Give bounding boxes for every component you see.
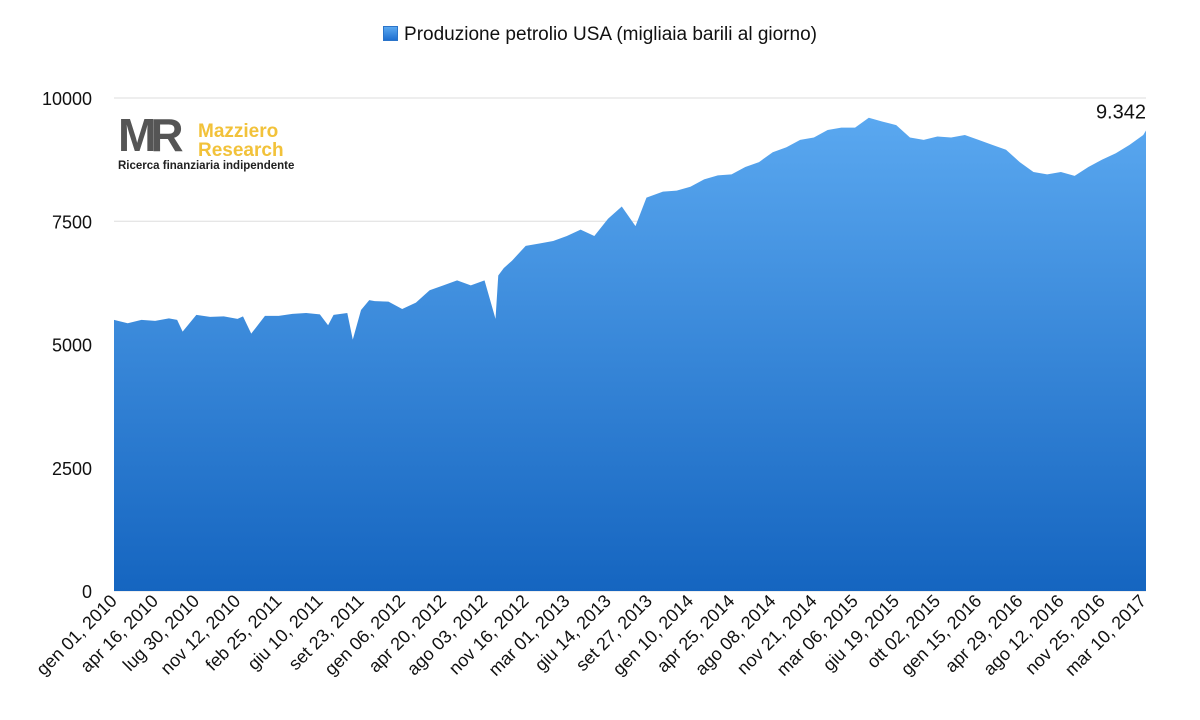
logo-name: Mazziero Research [198, 122, 284, 160]
area-series [114, 117, 1146, 591]
y-tick-label: 10000 [42, 89, 92, 109]
y-tick-label: 2500 [52, 459, 92, 479]
logo-tagline: Ricerca finanziaria indipendente [118, 160, 295, 172]
data-labels: 9.342 [1096, 101, 1146, 123]
legend-swatch [383, 26, 399, 41]
legend: Produzione petrolio USA (migliaia barili… [0, 24, 1200, 46]
area-series-path [114, 117, 1146, 591]
y-tick-label: 5000 [52, 336, 92, 356]
legend-label: Produzione petrolio USA (migliaia barili… [404, 24, 817, 45]
last-value-label: 9.342 [1096, 101, 1146, 123]
logo-mark: MR [118, 109, 184, 161]
logo-name-line2: Research [198, 140, 284, 161]
y-tick-label: 0 [82, 582, 92, 602]
brand-logo: MR Mazziero Research Ricerca finanziaria… [118, 112, 308, 178]
y-tick-label: 7500 [52, 212, 92, 232]
y-axis: 0 2500 5000 7500 10000 [42, 89, 92, 602]
logo-name-line1: Mazziero [198, 121, 279, 142]
